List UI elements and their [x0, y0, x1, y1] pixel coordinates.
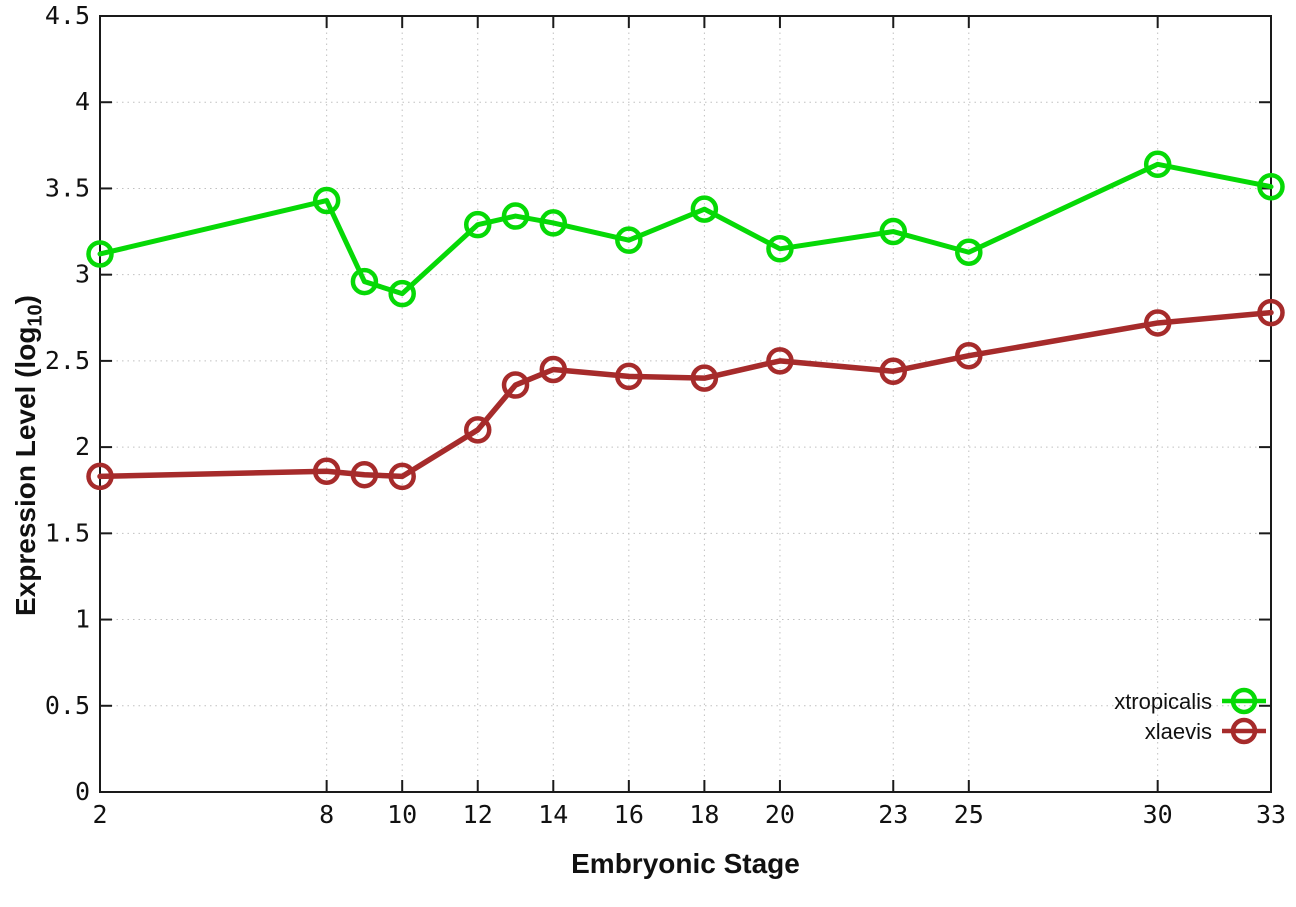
data-point-xlaevis	[312, 457, 341, 486]
y-tick-label: 1	[75, 605, 90, 634]
x-tick-label: 12	[463, 800, 493, 829]
data-point-xtropicalis	[463, 210, 492, 239]
x-tick-label: 8	[319, 800, 334, 829]
data-point-xtropicalis	[539, 209, 568, 237]
data-point-xlaevis	[350, 460, 379, 489]
y-tick-label: 3.5	[45, 173, 90, 202]
x-tick-label: 30	[1143, 800, 1173, 829]
y-tick-label: 0.5	[45, 691, 90, 720]
x-tick-label: 16	[614, 800, 644, 829]
y-tick-label: 2	[75, 432, 90, 461]
legend-marker-icon-xlaevis	[1230, 717, 1258, 745]
data-point-xtropicalis	[1257, 172, 1285, 201]
data-point-xlaevis	[539, 355, 568, 384]
data-point-xlaevis	[463, 416, 492, 444]
x-tick-label: 18	[689, 800, 719, 829]
series-line-xlaevis	[97, 309, 1274, 480]
data-point-xlaevis	[615, 362, 643, 391]
x-tick-label: 20	[765, 800, 795, 829]
x-tick-label: 14	[538, 800, 568, 829]
plot-border	[99, 15, 1272, 793]
data-point-xlaevis	[690, 364, 719, 392]
data-point-xlaevis	[501, 371, 530, 399]
data-point-xtropicalis	[615, 226, 643, 254]
data-point-xtropicalis	[766, 235, 794, 263]
y-axis-title-text: Expression Level (log	[10, 326, 41, 616]
legend-label-xlaevis: xlaevis	[1145, 719, 1212, 744]
data-point-xlaevis	[955, 341, 983, 370]
y-tick-label: 4	[75, 87, 90, 116]
y-tick-label: 3	[75, 260, 90, 289]
data-point-xtropicalis	[879, 217, 908, 246]
y-axis-title-subscript: 10	[24, 304, 47, 327]
x-axis-title: Embryonic Stage	[571, 848, 800, 879]
x-tick-label: 23	[878, 800, 908, 829]
data-point-xtropicalis	[312, 186, 341, 215]
x-tick-label: 2	[92, 800, 107, 829]
data-point-xtropicalis	[86, 240, 114, 268]
y-axis-title-suffix: )	[10, 295, 41, 305]
y-tick-label: 2.5	[45, 346, 90, 375]
data-point-xlaevis	[766, 347, 794, 375]
data-point-xlaevis	[86, 462, 114, 491]
y-tick-label: 1.5	[45, 518, 90, 547]
y-tick-label: 4.5	[45, 1, 90, 30]
data-point-xtropicalis	[501, 202, 530, 230]
x-tick-label: 33	[1256, 800, 1286, 829]
y-axis-title: Expression Level (log10)	[10, 295, 48, 616]
x-tick-label: 25	[954, 800, 984, 829]
y-tick-label: 0	[75, 777, 90, 806]
legend-marker-icon-xtropicalis	[1230, 687, 1258, 715]
data-point-xtropicalis	[388, 279, 416, 308]
data-point-xlaevis	[1257, 298, 1285, 327]
data-point-xlaevis	[879, 357, 908, 385]
data-point-xlaevis	[1143, 309, 1172, 337]
data-point-xlaevis	[388, 462, 416, 491]
legend-label-xtropicalis: xtropicalis	[1114, 689, 1212, 714]
data-point-xtropicalis	[955, 238, 983, 266]
series-line-xtropicalis	[97, 161, 1274, 297]
data-point-xtropicalis	[690, 195, 719, 223]
data-point-xtropicalis	[350, 267, 379, 296]
data-point-xtropicalis	[1143, 150, 1172, 179]
x-tick-label: 10	[387, 800, 417, 829]
